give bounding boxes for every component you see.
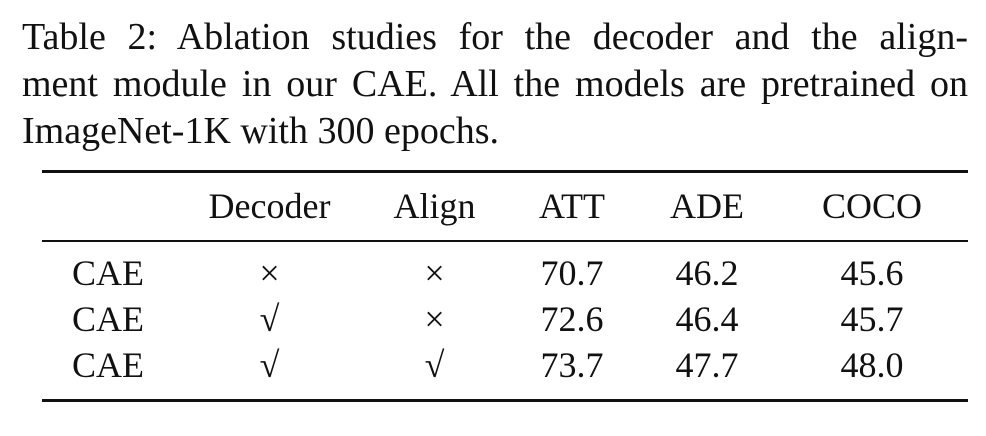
ablation-table: Decoder Align ATT ADE COCO CAE × × 70.7 … [42, 170, 968, 402]
row-ade: 46.2 [675, 253, 739, 293]
row-decoder-mark: √ [259, 299, 280, 339]
row-ade: 47.7 [675, 345, 739, 385]
row-model: CAE [72, 253, 144, 293]
table-body-spacer-bottom [42, 388, 968, 399]
header-coco: COCO [821, 186, 923, 226]
table-caption: Table 2: Ablation studies for the decode… [22, 14, 968, 155]
row-coco: 45.7 [840, 299, 904, 339]
table-row: CAE √ × 72.6 46.4 45.7 [42, 296, 968, 342]
header-att: ATT [539, 186, 605, 226]
table-mid-rule [42, 240, 968, 242]
table-header-row: Decoder Align ATT ADE COCO [42, 173, 968, 240]
row-align-mark: × [424, 299, 445, 339]
table-row: CAE √ √ 73.7 47.7 48.0 [42, 342, 968, 388]
row-att: 72.6 [540, 299, 604, 339]
row-att: 70.7 [540, 253, 604, 293]
caption-line-1: Table 2: Ablation studies for the decode… [22, 16, 968, 58]
header-align: Align [393, 186, 476, 226]
row-ade: 46.4 [675, 299, 739, 339]
row-align-mark: √ [424, 345, 445, 385]
row-decoder-mark: × [259, 253, 280, 293]
row-model: CAE [72, 299, 144, 339]
row-coco: 45.6 [840, 253, 904, 293]
table-bottom-rule [42, 399, 968, 402]
row-model: CAE [72, 345, 144, 385]
row-coco: 48.0 [840, 345, 904, 385]
table-top-rule [42, 170, 968, 173]
row-att: 73.7 [540, 345, 604, 385]
row-align-mark: × [424, 253, 445, 293]
caption-line-3: ImageNet-1K with 300 epochs. [22, 110, 499, 152]
table-body-spacer-top [42, 242, 968, 250]
header-ade: ADE [670, 186, 744, 226]
header-decoder: Decoder [208, 186, 331, 226]
table-row: CAE × × 70.7 46.2 45.6 [42, 250, 968, 296]
row-decoder-mark: √ [259, 345, 280, 385]
caption-line-2: ment module in our CAE. All the models a… [22, 63, 968, 105]
